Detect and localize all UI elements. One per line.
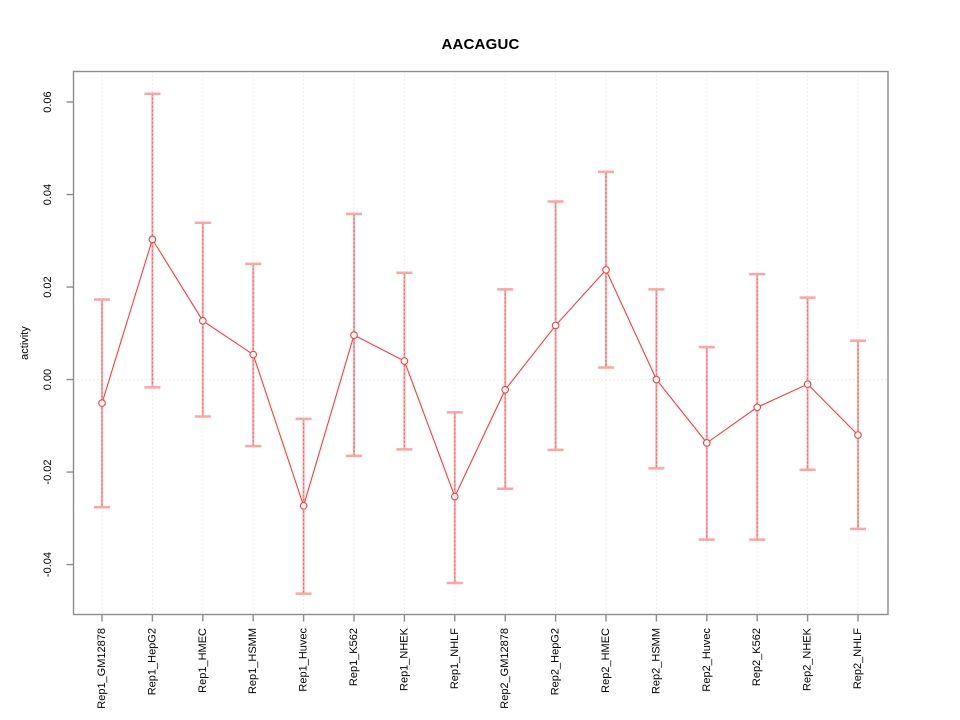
y-tick-label: 0.06 <box>42 91 54 112</box>
data-point <box>249 350 258 359</box>
x-tick-label: Rep1_HMEC <box>197 628 209 693</box>
x-tick-label: Rep1_HSMM <box>247 628 259 694</box>
data-point <box>551 321 560 330</box>
x-tick-label: Rep2_NHEK <box>802 627 814 691</box>
data-point <box>350 331 358 339</box>
x-tick-label: Rep2_NHLF <box>852 628 864 689</box>
data-point <box>803 380 812 389</box>
x-tick-label: Rep2_K562 <box>751 628 763 686</box>
mean-line <box>101 238 859 508</box>
x-tick-label: Rep1_GM12878 <box>96 628 108 709</box>
data-point <box>198 316 207 325</box>
y-tick-label: -0.04 <box>42 552 54 577</box>
data-point <box>602 266 610 274</box>
data-point <box>702 439 711 447</box>
x-tick-label: Rep1_K562 <box>348 628 360 686</box>
data-point <box>753 403 762 412</box>
data-point <box>652 375 661 384</box>
y-tick-label: 0.02 <box>42 276 54 297</box>
x-tick-label: Rep1_Huvec <box>298 628 310 692</box>
chart-title: AACAGUC <box>441 36 520 53</box>
data-point <box>98 399 106 407</box>
data-point <box>501 385 510 394</box>
data-point <box>854 431 862 439</box>
plot-border <box>72 70 889 616</box>
y-tick-label: -0.02 <box>42 460 54 485</box>
x-tick-label: Rep1_NHEK <box>398 627 410 691</box>
y-tick-label: 0.00 <box>42 369 54 390</box>
x-tick-label: Rep2_HepG2 <box>550 628 562 695</box>
data-point <box>400 357 409 365</box>
y-tick-label: 0.04 <box>42 184 54 205</box>
data-point <box>450 492 459 501</box>
x-tick-label: Rep2_Huvec <box>701 628 713 692</box>
x-tick-label: Rep1_NHLF <box>449 628 461 689</box>
x-tick-label: Rep2_GM12878 <box>499 628 511 709</box>
x-tick-label: Rep2_HSMM <box>650 628 662 694</box>
x-tick-label: Rep1_HepG2 <box>146 628 158 695</box>
x-tick-label: Rep2_HMEC <box>600 628 612 693</box>
data-point <box>299 501 308 510</box>
data-point <box>148 235 157 244</box>
